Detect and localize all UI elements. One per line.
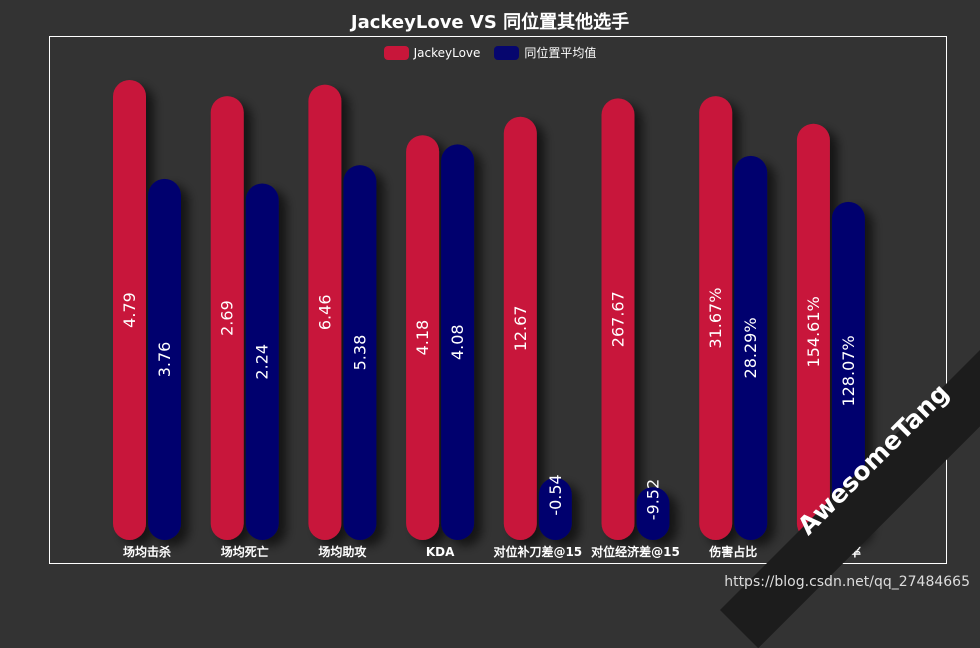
bar-jackeylove-4[interactable] <box>503 116 537 541</box>
bar-average-3[interactable] <box>441 144 475 540</box>
bar-jackeylove-2[interactable] <box>308 84 342 540</box>
x-tick-label-1: 场均死亡 <box>221 544 269 559</box>
bar-average-7[interactable] <box>831 201 865 540</box>
legend-item-average[interactable]: 同位置平均值 <box>494 44 596 61</box>
x-tick-label-5: 对位经济差@15 <box>591 544 680 559</box>
value-label-jackeylove-6: 31.67% <box>706 288 725 349</box>
value-label-jackeylove-2: 6.46 <box>315 294 334 330</box>
bar-average-4[interactable] <box>538 477 572 540</box>
legend-item-jackeylove[interactable]: JackeyLove <box>383 44 481 61</box>
value-label-average-1: 2.24 <box>253 344 272 380</box>
value-label-average-0: 3.76 <box>155 342 174 378</box>
x-tick-label-4: 对位补刀差@15 <box>493 544 582 559</box>
value-label-jackeylove-4: 12.67 <box>511 305 530 351</box>
x-tick-label-2: 场均助攻 <box>318 544 367 559</box>
bar-average-0[interactable] <box>148 178 181 540</box>
bar-jackeylove-1[interactable] <box>210 96 244 540</box>
bar-jackeylove-7[interactable] <box>796 123 830 540</box>
bar-average-5[interactable] <box>636 487 670 540</box>
legend: JackeyLove 同位置平均值 <box>0 44 980 61</box>
bar-average-1[interactable] <box>245 183 279 541</box>
value-label-jackeylove-3: 4.18 <box>413 320 432 356</box>
bar-jackeylove-0[interactable] <box>113 80 146 540</box>
bar-average-6[interactable] <box>734 155 768 540</box>
value-label-jackeylove-1: 2.69 <box>218 300 237 336</box>
value-label-average-3: 4.08 <box>448 324 467 360</box>
legend-swatch-average <box>494 45 520 60</box>
value-label-jackeylove-0: 4.79 <box>120 292 139 328</box>
legend-label-jackeylove: JackeyLove <box>413 45 481 60</box>
value-label-jackeylove-5: 267.67 <box>609 291 628 347</box>
bar-jackeylove-3[interactable] <box>406 135 440 540</box>
x-tick-label-6: 伤害占比 <box>708 544 757 559</box>
legend-label-average: 同位置平均值 <box>524 46 597 60</box>
bar-jackeylove-5[interactable] <box>601 98 635 541</box>
value-label-average-6: 28.29% <box>741 317 760 378</box>
legend-swatch-jackeylove <box>383 45 409 60</box>
footer-url: https://blog.csdn.net/qq_27484665 <box>724 574 970 590</box>
value-label-average-7: 128.07% <box>839 335 858 406</box>
chart-title: JackeyLove VS 同位置其他选手 <box>350 12 630 33</box>
value-label-average-4: -0.54 <box>546 474 565 515</box>
x-tick-label-3: KDA <box>426 545 455 559</box>
bar-average-2[interactable] <box>343 165 377 540</box>
value-label-jackeylove-7: 154.61% <box>804 296 823 367</box>
x-tick-label-0: 场均击杀 <box>123 544 171 559</box>
chart-frame <box>49 36 947 564</box>
value-label-average-5: -9.52 <box>644 479 663 520</box>
bar-chart: 4.79 3.76 2.69 2.24 6.46 5.38 4.18 4.08 12.67 -0.… <box>113 80 865 559</box>
bar-jackeylove-6[interactable] <box>699 96 733 540</box>
value-label-average-2: 5.38 <box>350 335 369 371</box>
